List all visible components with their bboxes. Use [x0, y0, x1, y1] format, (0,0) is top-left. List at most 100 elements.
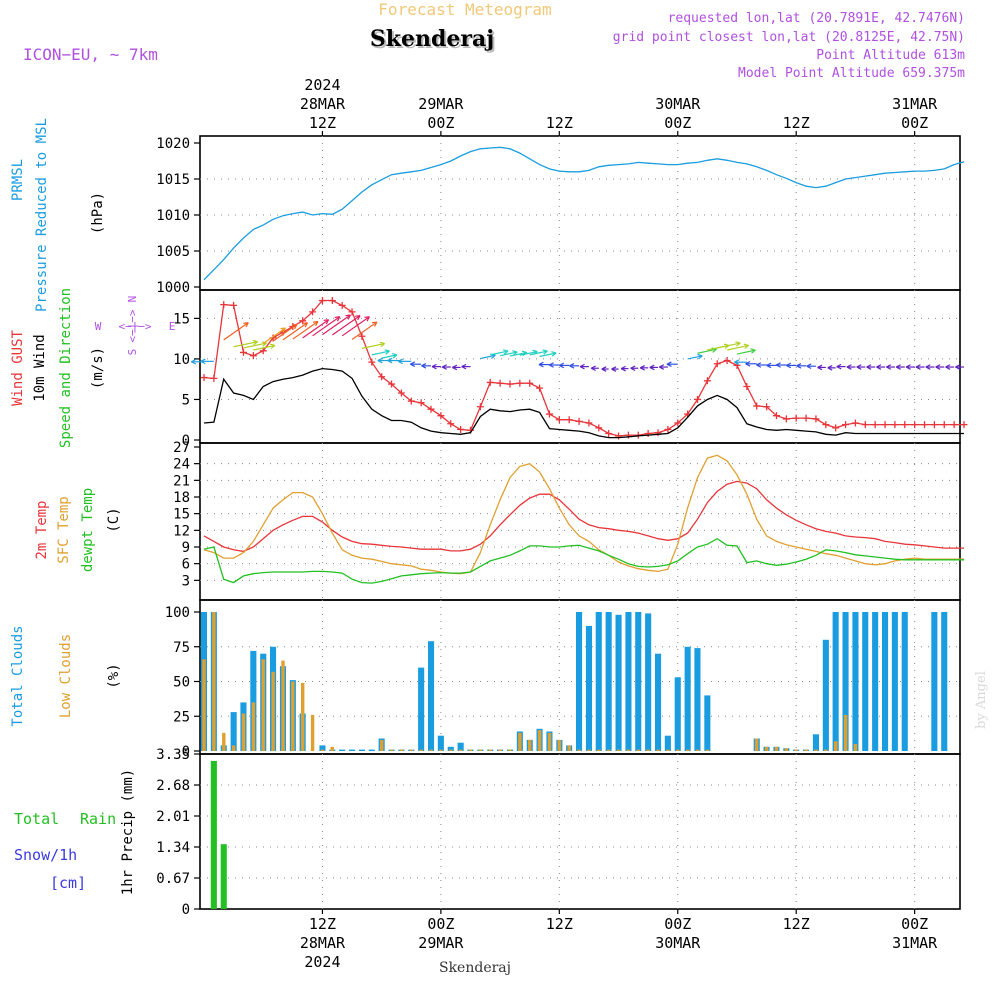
gust-point [565, 416, 573, 424]
bottom-location-label: Skenderaj [439, 960, 511, 976]
wind-arrow [262, 327, 286, 345]
low-clouds-bar [202, 659, 206, 751]
total-clouds-bar [230, 712, 237, 751]
top-axis-label: 12Z [783, 114, 810, 132]
precipitation-ytick-label: 0 [182, 902, 190, 918]
gust-point [792, 414, 800, 422]
temp-2m-label: 2m Temp [34, 500, 50, 559]
total-clouds-bar [349, 749, 356, 751]
low-clouds-bar [587, 749, 591, 751]
low-clouds-bar [478, 749, 483, 751]
wind-arrow-head [827, 365, 833, 371]
low-clouds-bar [380, 739, 384, 751]
compass-w: W [95, 320, 102, 333]
total-rain-bar [220, 844, 227, 909]
compass-arrow-horizontal: <−|−> [118, 320, 151, 333]
wind-arrow-head [766, 362, 772, 369]
wind-arrow [639, 365, 649, 371]
wind-arrow-head [734, 359, 740, 365]
wind-arrow-head [620, 365, 626, 372]
pressure-label-2: Pressure Reduced to MSL [34, 118, 50, 312]
gust-point [960, 421, 968, 429]
low-clouds-bar [784, 748, 789, 751]
location-title: Skenderaj [370, 26, 494, 52]
bottom-axis-label: 28MAR [300, 934, 346, 952]
wind-arrow-head [886, 364, 892, 370]
wind-arrow-shaft [480, 354, 496, 360]
clouds-ytick-label: 100 [165, 605, 190, 621]
wind-ytick-label: 0 [182, 433, 190, 449]
top-axis-label: 12Z [546, 114, 573, 132]
total-clouds-bar [674, 677, 681, 751]
wind-arrow-head [786, 362, 792, 369]
wind-arrow [687, 353, 703, 360]
pressure-unit: (hPa) [90, 192, 106, 234]
compass-n: N [126, 296, 139, 303]
low-clouds-bar [330, 746, 334, 751]
gust-point [624, 431, 632, 439]
low-clouds-bar [449, 749, 453, 751]
low-clouds-bar [646, 749, 650, 751]
wind-arrow-head [806, 363, 812, 370]
precip-total-label: Total [14, 810, 59, 828]
low-clouds-bar [547, 732, 552, 751]
model-label: ICON−EU, ∼ 7km [23, 45, 158, 64]
wind-arrow [856, 364, 866, 370]
low-clouds-bar [755, 738, 759, 751]
precip-snow-unit: [cm] [50, 874, 86, 892]
sfc-temp-line [203, 454, 964, 575]
low-clouds-bar [458, 749, 463, 751]
wind-arrow-head [538, 361, 544, 368]
total-clouds-bar [358, 749, 365, 751]
gust-point [842, 421, 850, 429]
wind-arrow-shaft [539, 352, 557, 358]
wind-arrow [736, 348, 756, 355]
precipitation-ytick-label: 3.35 [156, 747, 190, 763]
low-clouds-bar [498, 749, 502, 751]
gust-point [822, 421, 830, 429]
wind-arrow-head [377, 357, 383, 364]
wind-arrow-head [291, 323, 298, 330]
wind-arrow-shaft [223, 322, 249, 341]
wind-arrow [817, 364, 826, 371]
total-clouds-bar [664, 735, 671, 751]
wind-arrow-head [895, 364, 901, 370]
wind-arrow-head [334, 316, 341, 322]
wind-arrow [866, 364, 876, 370]
wind-arrow-shaft [262, 327, 286, 345]
wind-arrow-shaft [243, 342, 267, 349]
gust-point [753, 402, 761, 410]
total-clouds-bar [428, 641, 435, 751]
gust-point [694, 395, 702, 403]
gust-point [516, 379, 524, 387]
wind-arrow-head [745, 360, 751, 367]
gust-point [812, 415, 820, 423]
wind-arrow [895, 364, 905, 370]
total-clouds-bar [576, 612, 583, 751]
wind-arrow-shaft [687, 355, 703, 360]
wind-arrow-head [379, 341, 386, 348]
bottom-axis-label: 00Z [901, 915, 928, 933]
wind-arrow-head [735, 341, 741, 347]
pressure-ytick-label: 1015 [156, 172, 190, 188]
low-clouds-bar [676, 749, 680, 751]
wind-arrow-shaft [381, 354, 398, 359]
wind-arrow [611, 366, 619, 372]
total-clouds-bar [447, 746, 454, 751]
total-clouds-bar [862, 612, 869, 751]
total-clouds-bar [694, 648, 701, 751]
wind-arrow [955, 364, 964, 370]
wind-arrow [452, 364, 461, 371]
gust-point [555, 416, 563, 424]
bottom-axis-label: 00Z [427, 915, 454, 933]
wind-arrow-shaft [726, 344, 749, 351]
wind-arrow-head [856, 364, 862, 370]
wind-arrow-shaft [697, 348, 717, 354]
wind-arrow [876, 364, 886, 370]
low-clouds-bar [389, 749, 394, 751]
total-clouds-bar [635, 612, 642, 751]
gust-point [328, 297, 336, 305]
top-axis-label: 00Z [901, 114, 928, 132]
wind-arrow-shaft [490, 350, 509, 356]
